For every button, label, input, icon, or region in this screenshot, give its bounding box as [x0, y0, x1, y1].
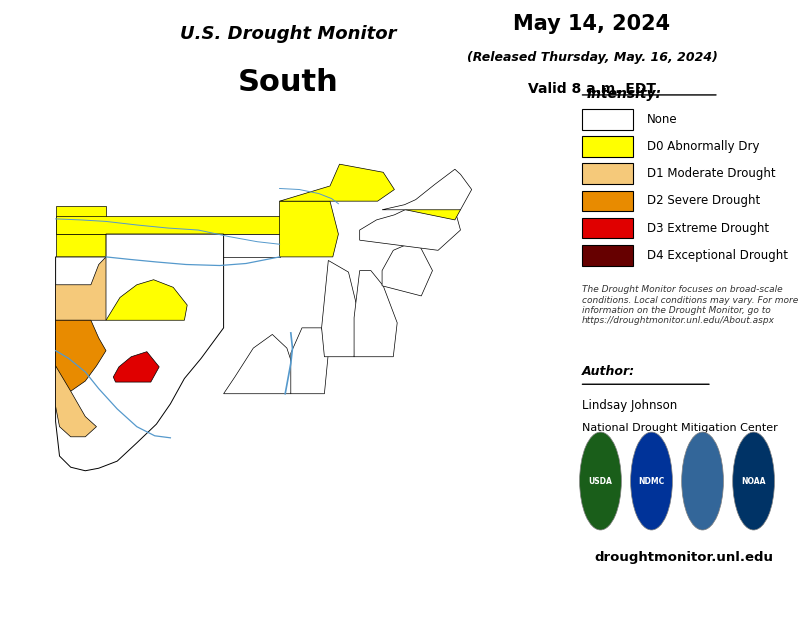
Text: D3 Extreme Drought: D3 Extreme Drought — [647, 222, 769, 235]
Circle shape — [682, 432, 723, 530]
Polygon shape — [56, 234, 182, 257]
Bar — [582, 218, 633, 239]
Polygon shape — [56, 206, 106, 234]
Polygon shape — [114, 352, 159, 382]
Bar — [582, 109, 633, 130]
Polygon shape — [406, 200, 461, 220]
Polygon shape — [360, 200, 461, 250]
Circle shape — [630, 432, 672, 530]
Polygon shape — [291, 328, 328, 394]
Text: D1 Moderate Drought: D1 Moderate Drought — [647, 167, 775, 180]
Text: Author:: Author: — [582, 365, 635, 378]
Text: May 14, 2024: May 14, 2024 — [514, 14, 670, 33]
Text: NDMC: NDMC — [638, 476, 665, 486]
Polygon shape — [354, 271, 397, 357]
Text: Valid 8 a.m. EDT: Valid 8 a.m. EDT — [528, 82, 656, 96]
Bar — [582, 190, 633, 211]
Text: National Drought Mitigation Center: National Drought Mitigation Center — [582, 423, 778, 433]
Bar — [582, 136, 633, 157]
Circle shape — [579, 432, 622, 530]
Polygon shape — [56, 216, 280, 234]
Text: South: South — [238, 69, 338, 98]
Text: Lindsay Johnson: Lindsay Johnson — [582, 399, 677, 412]
Polygon shape — [56, 366, 97, 437]
Polygon shape — [56, 234, 224, 471]
Polygon shape — [106, 280, 187, 320]
Text: (Released Thursday, May. 16, 2024): (Released Thursday, May. 16, 2024) — [466, 51, 718, 64]
Text: None: None — [647, 113, 678, 126]
Bar — [582, 245, 633, 266]
Polygon shape — [280, 201, 338, 257]
Text: D4 Exceptional Drought: D4 Exceptional Drought — [647, 249, 788, 262]
Text: D2 Severe Drought: D2 Severe Drought — [647, 195, 760, 208]
Text: D0 Abnormally Dry: D0 Abnormally Dry — [647, 140, 759, 153]
Polygon shape — [56, 257, 106, 320]
Text: USDA: USDA — [589, 476, 613, 486]
Polygon shape — [182, 234, 280, 257]
Text: NOAA: NOAA — [742, 476, 766, 486]
Text: droughtmonitor.unl.edu: droughtmonitor.unl.edu — [594, 551, 774, 564]
Polygon shape — [322, 260, 360, 357]
Polygon shape — [382, 169, 472, 210]
Polygon shape — [56, 320, 106, 391]
Text: Intensity:: Intensity: — [586, 87, 662, 101]
Circle shape — [733, 432, 774, 530]
Bar — [582, 163, 633, 184]
Text: U.S. Drought Monitor: U.S. Drought Monitor — [180, 25, 396, 43]
Polygon shape — [280, 164, 394, 201]
Polygon shape — [224, 334, 297, 394]
Polygon shape — [382, 240, 433, 296]
Text: The Drought Monitor focuses on broad-scale
conditions. Local conditions may vary: The Drought Monitor focuses on broad-sca… — [582, 286, 798, 326]
